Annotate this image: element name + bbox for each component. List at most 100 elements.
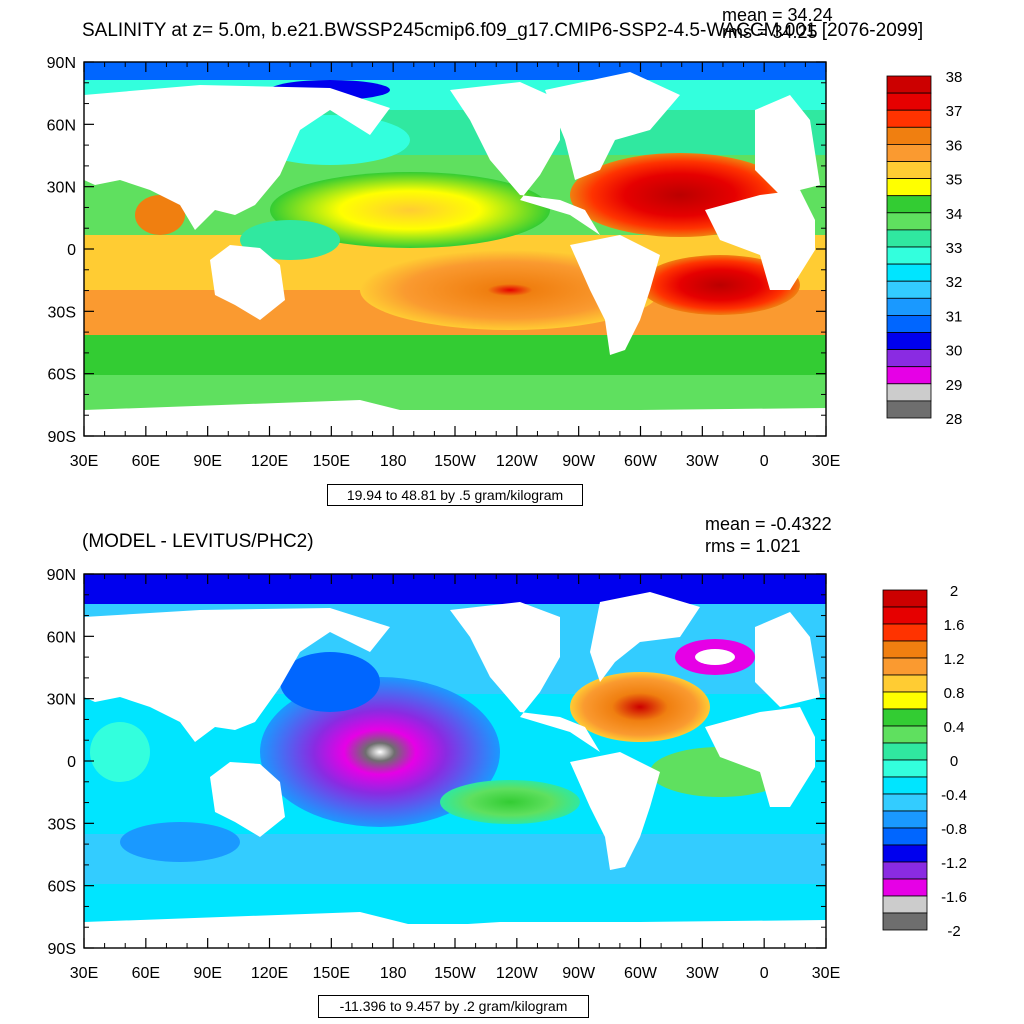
land-masses: [84, 592, 826, 948]
colorbar-swatch: [886, 143, 932, 162]
y-tick-label: 60N: [47, 629, 76, 646]
colorbar-swatch: [886, 366, 932, 385]
colorbar-swatch: [886, 92, 932, 111]
x-tick-label: 30E: [812, 453, 840, 470]
x-tick-label: 150E: [313, 965, 350, 982]
colorbar-swatch: [882, 861, 928, 880]
difference-map-chart: 30E 60E 90E 120E 150E 180 150W 120W 90W 60W 30W 0 30…: [47, 567, 967, 982]
colorbar-swatch: [882, 589, 928, 608]
colorbar-swatch: [882, 912, 928, 931]
colorbar-swatch: [882, 725, 928, 744]
x-tick-label: 90W: [562, 965, 596, 982]
contour-range-box: 19.94 to 48.81 by .5 gram/kilogram: [327, 484, 583, 506]
y-tick-label: 60N: [47, 117, 76, 134]
arabian-sea: [135, 195, 185, 235]
x-tick-label: 30W: [686, 965, 720, 982]
colorbar-swatch: [886, 280, 932, 299]
colorbar-swatch: [882, 674, 928, 693]
colorbar-swatch: [882, 708, 928, 727]
colorbar-swatch: [882, 640, 928, 659]
western-pacific-fresh: [260, 677, 500, 827]
colorbar-swatch: [882, 827, 928, 846]
y-tick-label: 60S: [48, 367, 76, 384]
x-tick-label: 0: [760, 453, 769, 470]
colorbar-label: -1.6: [941, 889, 967, 906]
y-tick-label: 30N: [47, 180, 76, 197]
y-tick-label: 90N: [47, 55, 76, 72]
labrador-core: [695, 649, 735, 665]
map-axes: 30E 60E 90E 120E 150E 180 150W 120W 90W 60W 30W 0 30…: [47, 567, 841, 982]
x-tick-label: 120W: [496, 965, 539, 982]
colorbar-swatch: [886, 246, 932, 265]
colorbar-swatch: [886, 212, 932, 231]
colorbar-label: 32: [946, 274, 963, 291]
colorbar-swatch: [882, 623, 928, 642]
panel-title: (MODEL - LEVITUS/PHC2): [82, 531, 314, 552]
south-atlantic-gyre: [640, 255, 800, 315]
colorbar-swatch: [886, 314, 932, 333]
colorbar-label: 29: [946, 377, 963, 394]
colorbar-swatch: [886, 178, 932, 197]
salinity-map-chart: 30E 60E 90E 120E 150E 180 150W 120W 90W 60W 30W 0 30…: [47, 55, 963, 470]
x-tick-label: 60W: [624, 965, 658, 982]
y-tick-label: 30S: [48, 816, 76, 833]
colorbar-swatch: [886, 332, 932, 351]
colorbar-swatch: [886, 126, 932, 145]
x-tick-label: 60E: [132, 965, 160, 982]
y-tick-label: 90S: [48, 941, 76, 958]
colorbar-swatch: [882, 657, 928, 676]
colorbar-swatch: [886, 229, 932, 248]
y-tick-label: 30S: [48, 304, 76, 321]
colorbar-label: 0: [950, 753, 958, 770]
mean-label: mean = 34.24: [722, 5, 833, 25]
x-tick-label: 90E: [193, 965, 221, 982]
colorbar-swatch: [886, 161, 932, 180]
colorbar-label: 36: [946, 137, 963, 154]
x-tick-label: 180: [380, 453, 407, 470]
rms-label: rms = 34.25: [722, 22, 818, 42]
colorbar-swatch: [882, 895, 928, 914]
colorbar-swatch: [882, 776, 928, 795]
salinity-panel: SALINITY at z= 5.0m, b.e21.BWSSP245cmip6…: [47, 5, 963, 506]
x-tick-label: 60W: [624, 453, 658, 470]
colorbar-swatch: [886, 349, 932, 368]
southeast-pacific: [440, 780, 580, 824]
colorbar-swatch: [882, 810, 928, 829]
north-atlantic-salty: [570, 672, 710, 742]
colorbar-label: 37: [946, 103, 963, 120]
x-tick-label: 60E: [132, 453, 160, 470]
colorbar-label: 38: [946, 69, 963, 86]
y-tick-label: 0: [67, 242, 76, 259]
colorbar-swatch: [886, 75, 932, 94]
colorbar-label: 31: [946, 308, 963, 325]
panel-title: SALINITY at z= 5.0m, b.e21.BWSSP245cmip6…: [82, 20, 924, 41]
southern-band: [84, 335, 826, 375]
x-tick-label: 30E: [70, 965, 98, 982]
colorbar-swatch: [882, 759, 928, 778]
y-tick-label: 90S: [48, 429, 76, 446]
difference-panel: (MODEL - LEVITUS/PHC2) mean = -0.4322 rm…: [0, 512, 1024, 1024]
north-pacific-gyre: [270, 172, 550, 248]
colorbar-label: -1.2: [941, 855, 967, 872]
colorbar-swatch: [882, 742, 928, 761]
colorbar-label: 0.4: [944, 719, 965, 736]
colorbar-swatch: [882, 878, 928, 897]
x-tick-label: 120E: [251, 965, 288, 982]
antarctic-band: [84, 375, 826, 410]
rms-label: rms = 1.021: [705, 536, 801, 556]
colorbar-label: 33: [946, 240, 963, 257]
y-tick-label: 30N: [47, 692, 76, 709]
colorbar-label: -0.8: [941, 821, 967, 838]
x-tick-label: 150E: [313, 453, 350, 470]
colorbar-swatch: [886, 195, 932, 214]
y-tick-label: 90N: [47, 567, 76, 584]
colorbar-label: -0.4: [941, 787, 967, 804]
colorbar-label: 2: [950, 583, 958, 600]
x-tick-label: 90E: [193, 453, 221, 470]
x-tick-label: 120W: [496, 453, 539, 470]
y-tick-label: 60S: [48, 879, 76, 896]
colorbar-swatch: [886, 263, 932, 282]
colorbar-swatch: [882, 793, 928, 812]
x-tick-label: 30E: [70, 453, 98, 470]
x-tick-label: 120E: [251, 453, 288, 470]
